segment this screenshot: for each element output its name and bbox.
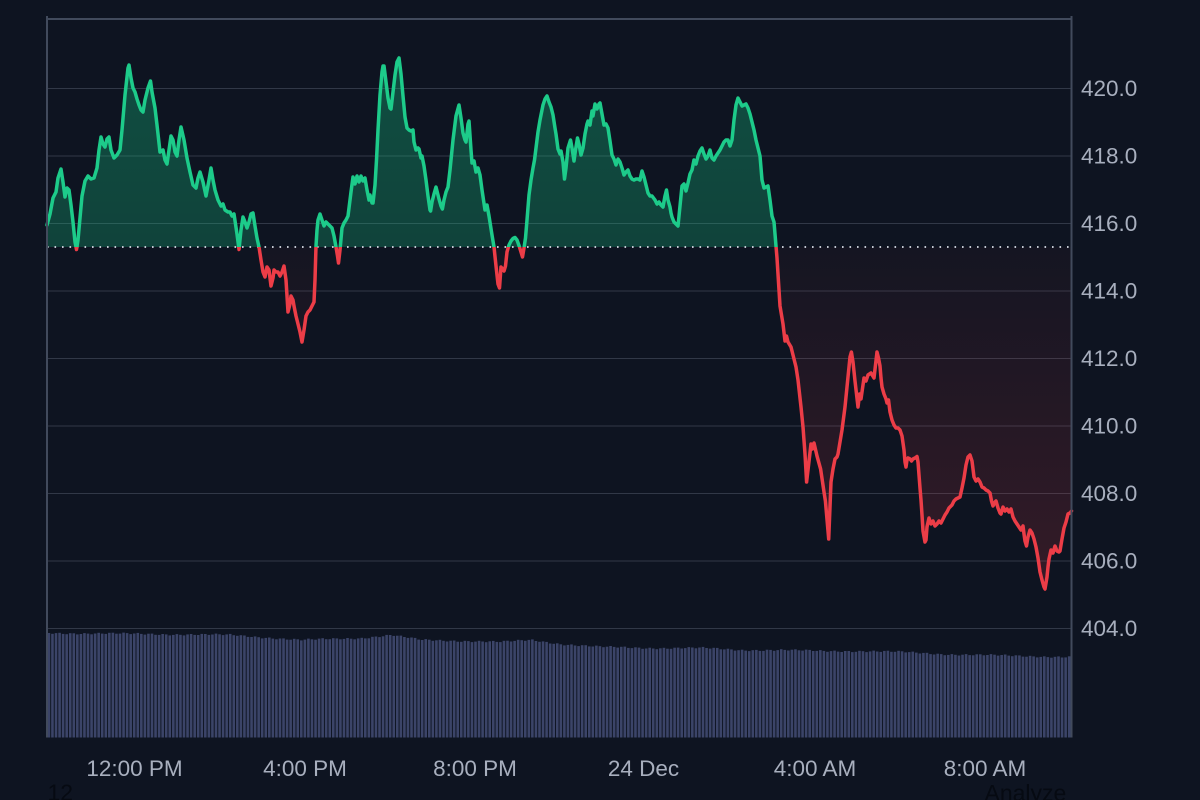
svg-text:418.0: 418.0 (1081, 144, 1137, 169)
svg-text:Analyze: Analyze (985, 780, 1067, 800)
svg-text:406.0: 406.0 (1081, 549, 1137, 574)
svg-text:410.0: 410.0 (1081, 414, 1137, 439)
svg-text:412.0: 412.0 (1081, 346, 1137, 371)
svg-text:8:00 PM: 8:00 PM (433, 756, 517, 781)
svg-text:24 Dec: 24 Dec (608, 756, 679, 781)
svg-text:404.0: 404.0 (1081, 616, 1137, 641)
svg-text:4:00 PM: 4:00 PM (263, 756, 347, 781)
svg-text:416.0: 416.0 (1081, 211, 1137, 236)
svg-text:12: 12 (48, 780, 74, 800)
svg-text:414.0: 414.0 (1081, 279, 1137, 304)
svg-text:408.0: 408.0 (1081, 481, 1137, 506)
svg-text:4:00 AM: 4:00 AM (774, 756, 857, 781)
svg-text:420.0: 420.0 (1081, 76, 1137, 101)
svg-text:12:00 PM: 12:00 PM (86, 756, 182, 781)
svg-text:8:00 AM: 8:00 AM (944, 756, 1027, 781)
